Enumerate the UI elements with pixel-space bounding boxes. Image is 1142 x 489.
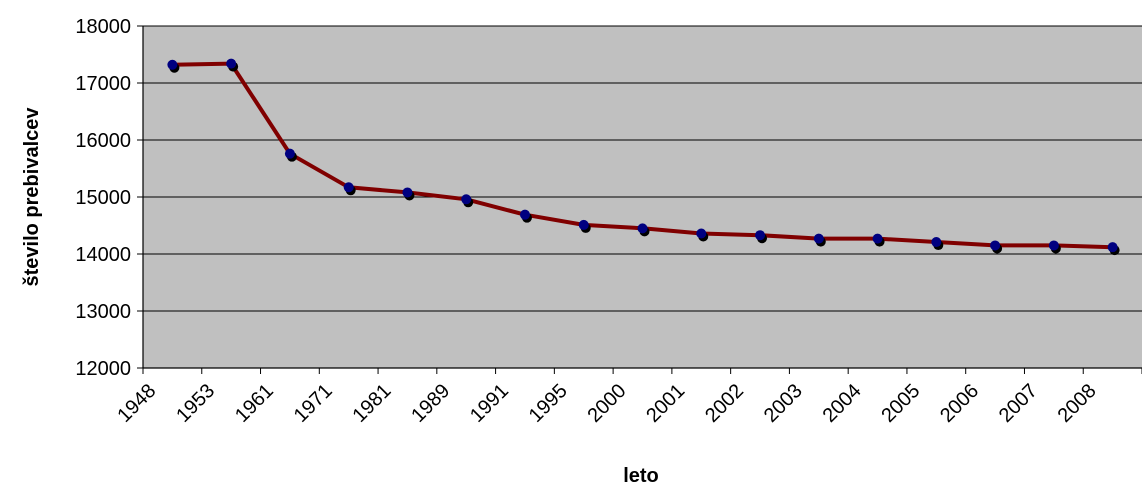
x-tick-label: 1971 [290,380,337,427]
data-point [696,228,707,239]
gridlines [143,25,1142,312]
y-axis-ticks: 12000 13000 14000 15000 16000 17000 18000 [75,16,143,380]
x-tick-label: 2001 [642,380,689,427]
x-axis-title: leto [623,465,659,487]
data-point [284,148,295,159]
x-tick-label: 1953 [172,380,219,427]
y-axis-title: število prebivalcev [21,107,43,287]
x-tick-label: 1995 [525,380,572,427]
x-tick-label: 1991 [466,380,513,427]
y-tick-label: 16000 [75,130,131,152]
x-tick-label: 1948 [113,380,160,427]
x-tick-label: 1989 [407,380,454,427]
x-tick-label: 2002 [701,380,748,427]
data-point [578,219,589,230]
data-point [519,209,530,220]
data-point [343,182,354,193]
x-tick-label: 2003 [760,380,807,427]
y-tick-label: 12000 [75,358,131,380]
y-tick-label: 15000 [75,187,131,209]
data-point [872,233,883,244]
data-point [637,223,648,234]
data-point [461,194,472,205]
data-point [931,237,942,248]
x-tick-label: 2004 [819,380,866,427]
data-point [755,230,766,241]
x-tick-label: 2000 [584,380,631,427]
data-point [1048,240,1059,251]
y-tick-label: 17000 [75,73,131,95]
y-tick-label: 13000 [75,301,131,323]
x-tick-label: 1961 [231,380,278,427]
data-point [990,240,1001,251]
data-point [167,59,178,70]
x-tick-label: 2006 [936,380,983,427]
data-point [402,187,413,198]
data-point [813,233,824,244]
x-axis-ticks: 1948 1953 1961 1971 1981 1989 1991 1995 2000 2001… [113,368,1142,427]
x-tick-label: 1981 [348,380,395,427]
data-point [1107,242,1118,253]
x-tick-label: 2008 [1054,380,1101,427]
x-tick-label: 2007 [995,380,1042,427]
y-tick-label: 14000 [75,244,131,266]
y-tick-label: 18000 [75,16,131,38]
data-points [167,58,1120,256]
data-point [226,58,237,69]
x-tick-label: 2005 [877,380,924,427]
